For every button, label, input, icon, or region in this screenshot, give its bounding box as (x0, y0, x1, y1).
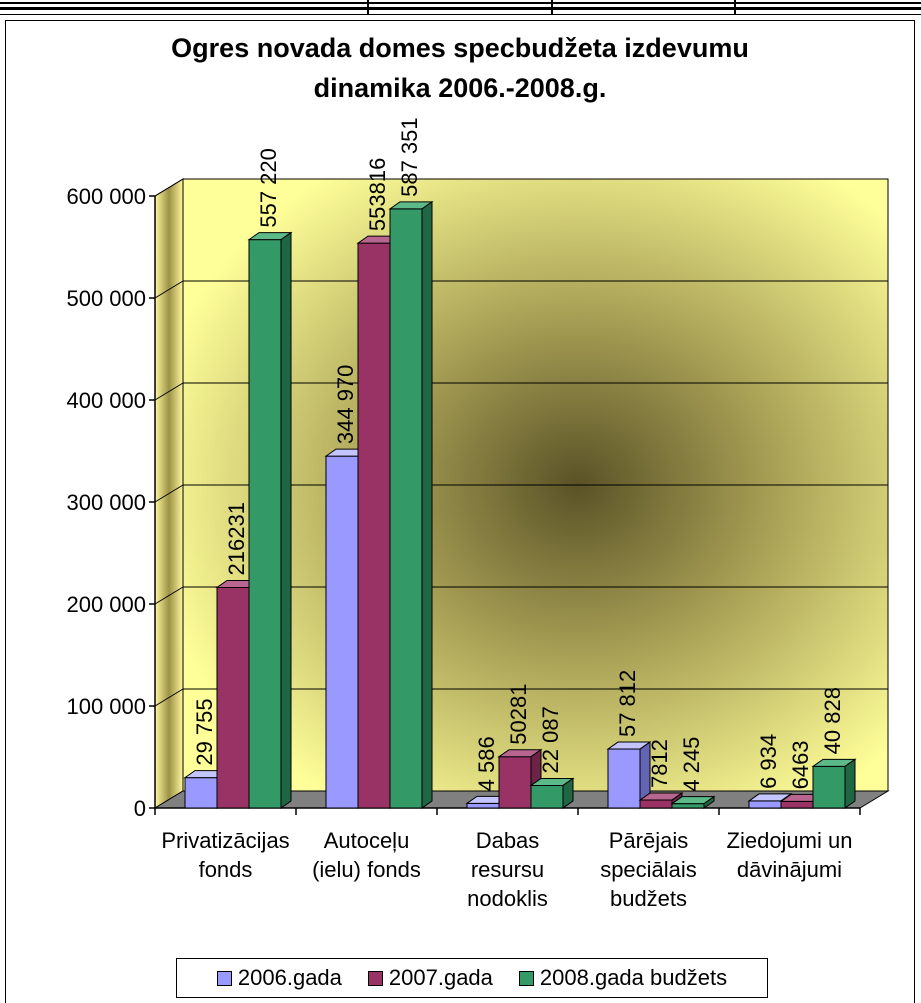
bar-front (248, 239, 282, 809)
category-label-line: dāvinājumi (737, 857, 842, 882)
gridline-side (154, 178, 184, 197)
legend-label-2007: 2007.gada (388, 965, 493, 990)
bar-front (671, 803, 705, 809)
category-label-line: speciālais (600, 857, 697, 882)
data-label: 6463 (788, 740, 813, 789)
gridline-side (154, 586, 184, 605)
legend: 2006.gada 2007.gada 2008.gada budžets (176, 958, 768, 998)
bar-front (184, 777, 218, 809)
bar-front (780, 800, 814, 809)
bar-0-2 (247, 231, 293, 809)
chart-title: Ogres novada domes specbudžeta izdevumu … (5, 28, 915, 108)
bar-3-2 (670, 795, 716, 809)
y-tick-label: 0 (134, 796, 146, 821)
y-tick-label: 400 000 (66, 388, 146, 413)
bar-side (562, 777, 574, 809)
bar-front (389, 208, 423, 809)
category-label-line: nodoklis (467, 886, 548, 911)
bar-side (703, 795, 715, 809)
gridline-side (154, 688, 184, 707)
bar-front (812, 765, 846, 809)
bar-4-2 (811, 758, 857, 809)
category-label: Dabas resursu nodoklis (467, 828, 548, 911)
bar-front (357, 242, 391, 809)
category-label: Privatizācijas fonds (161, 828, 289, 882)
data-label: 4 586 (474, 736, 499, 791)
data-label: 557 220 (256, 148, 281, 228)
data-label: 57 812 (615, 670, 640, 737)
bar-2-1 (497, 748, 543, 809)
data-label: 40 828 (820, 687, 845, 754)
data-label: 6 934 (756, 734, 781, 789)
category-label-line: Privatizācijas (161, 828, 289, 853)
data-label: 29 755 (192, 698, 217, 765)
data-label: 216231 (224, 502, 249, 575)
category-label: Pārējais speciālais budžets (600, 828, 697, 911)
gridline-side (154, 484, 184, 503)
category-label-line: Ziedojumi un (727, 828, 853, 853)
legend-item-2006: 2006.gada (216, 965, 342, 991)
bar-side (280, 231, 292, 809)
legend-swatch-2008 (518, 970, 534, 986)
y-tick-label: 200 000 (66, 592, 146, 617)
legend-item-2008: 2008.gada budžets (518, 965, 728, 991)
category-label-line: Pārējais (609, 828, 688, 853)
y-tick-label: 500 000 (66, 286, 146, 311)
gridline-side (154, 382, 184, 401)
y-tick-label: 600 000 (66, 184, 146, 209)
bar-front (498, 756, 532, 809)
data-label: 7812 (647, 739, 672, 788)
y-tick-label: 300 000 (66, 490, 146, 515)
chart-title-line-2: dinamika 2006.-2008.g. (313, 73, 607, 103)
bar-1-2 (388, 200, 434, 809)
bar-front (748, 800, 782, 809)
chart-title-line-1: Ogres novada domes specbudžeta izdevumu (171, 33, 749, 63)
bar-side (421, 200, 433, 809)
category-label-line: budžets (610, 886, 687, 911)
legend-swatch-2007 (367, 970, 383, 986)
data-label: 587 351 (397, 117, 422, 197)
data-label: 4 245 (679, 737, 704, 792)
y-tick-label: 100 000 (66, 694, 146, 719)
data-label: 50281 (506, 684, 531, 745)
legend-swatch-2006 (216, 970, 232, 986)
bar-front (530, 784, 564, 809)
bar-front (216, 586, 250, 809)
category-label-line: Dabas (476, 828, 540, 853)
bar-front (325, 455, 359, 809)
category-label: Ziedojumi un dāvinājumi (727, 828, 853, 882)
category-label-line: resursu (471, 857, 544, 882)
category-label-line: (ielu) fonds (312, 857, 421, 882)
bar-front (639, 799, 673, 809)
bar-front (607, 748, 641, 809)
bar-front (466, 802, 500, 809)
data-label: 344 970 (333, 365, 358, 445)
category-label-line: Autoceļu (324, 828, 410, 853)
data-label: 22 087 (538, 706, 563, 773)
category-label-line: fonds (199, 857, 253, 882)
bar-side (844, 758, 856, 809)
legend-item-2007: 2007.gada (367, 965, 493, 991)
legend-label-2008: 2008.gada budžets (539, 965, 728, 990)
data-label: 553816 (365, 158, 390, 231)
gridline-side (154, 280, 184, 299)
category-label: Autoceļu (ielu) fonds (312, 828, 421, 882)
bar-2-2 (529, 777, 575, 809)
top-border-strip (0, 0, 921, 15)
legend-label-2006: 2006.gada (237, 965, 342, 990)
